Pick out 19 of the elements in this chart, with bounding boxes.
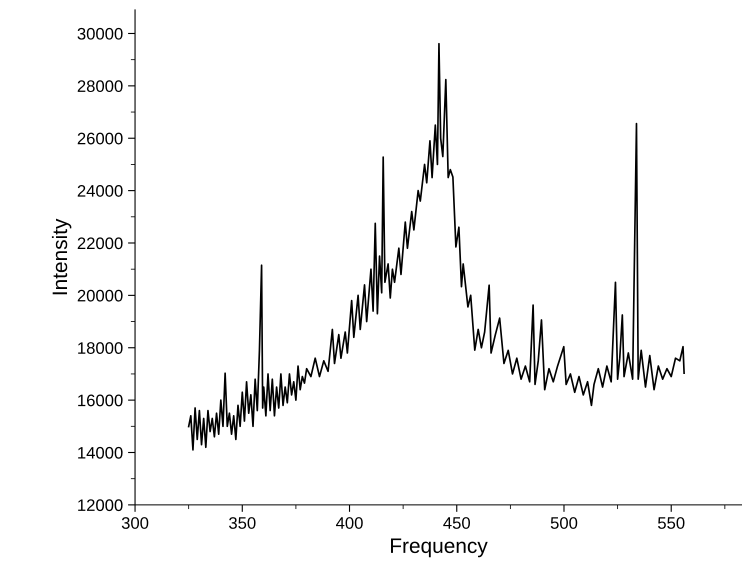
y-tick-label: 12000: [78, 499, 123, 512]
x-tick-label: 400: [336, 517, 363, 529]
x-tick-label: 350: [229, 517, 256, 529]
y-tick-label: 30000: [78, 28, 123, 40]
x-axis-title: Frequency: [391, 538, 488, 558]
x-tick-label: 500: [550, 517, 578, 529]
line-series: [188, 42, 685, 451]
y-tick-label: 24000: [78, 185, 123, 197]
y-tick-label: 28000: [78, 80, 123, 92]
x-tick-label: 450: [443, 517, 470, 529]
x-tick-label: 550: [658, 517, 684, 529]
y-tick-label: 16000: [78, 394, 123, 406]
y-tick-label: 18000: [78, 342, 123, 354]
y-tick-label: 26000: [78, 132, 123, 144]
y-tick-label: 20000: [78, 290, 123, 302]
y-axis-title: Intensity: [52, 218, 72, 294]
x-tick-label: 300: [122, 517, 148, 529]
y-tick-label: 22000: [78, 237, 123, 250]
y-tick-label: 14000: [78, 446, 123, 459]
